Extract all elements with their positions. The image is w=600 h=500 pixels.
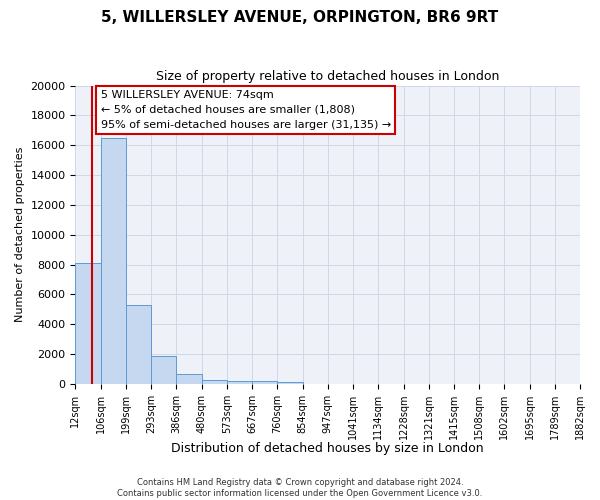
Bar <box>151 356 176 384</box>
Y-axis label: Number of detached properties: Number of detached properties <box>15 147 25 322</box>
Bar <box>227 380 252 384</box>
Bar <box>126 305 151 384</box>
Bar <box>252 381 277 384</box>
X-axis label: Distribution of detached houses by size in London: Distribution of detached houses by size … <box>172 442 484 455</box>
Bar <box>277 382 302 384</box>
Bar <box>176 374 202 384</box>
Text: Contains HM Land Registry data © Crown copyright and database right 2024.
Contai: Contains HM Land Registry data © Crown c… <box>118 478 482 498</box>
Bar <box>101 138 126 384</box>
Bar <box>202 380 227 384</box>
Bar <box>76 263 101 384</box>
Title: Size of property relative to detached houses in London: Size of property relative to detached ho… <box>156 70 499 83</box>
Text: 5 WILLERSLEY AVENUE: 74sqm
← 5% of detached houses are smaller (1,808)
95% of se: 5 WILLERSLEY AVENUE: 74sqm ← 5% of detac… <box>101 90 391 130</box>
Text: 5, WILLERSLEY AVENUE, ORPINGTON, BR6 9RT: 5, WILLERSLEY AVENUE, ORPINGTON, BR6 9RT <box>101 10 499 25</box>
